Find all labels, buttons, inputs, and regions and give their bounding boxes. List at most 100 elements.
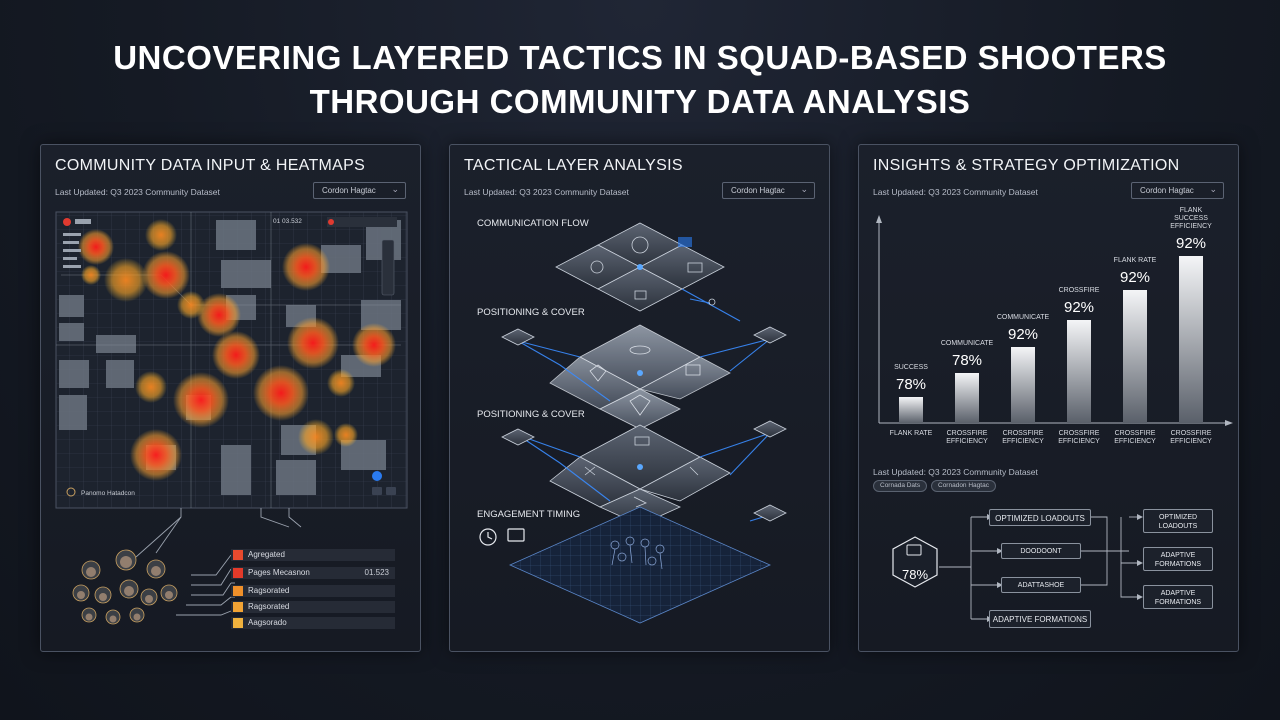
dataset-dropdown[interactable]: Cordon Hagtac ⌄ (722, 182, 815, 199)
bar (1011, 347, 1035, 423)
title-line-1: UNCOVERING LAYERED TACTICS IN SQUAD-BASE… (113, 39, 1167, 76)
node-clock-right (753, 420, 787, 438)
svg-text:EFFICIENCY: EFFICIENCY (946, 438, 988, 445)
legend-value: 01.523 (364, 568, 389, 577)
side-nodes (501, 326, 787, 522)
chevron-down-icon: ⌄ (391, 184, 399, 194)
value-label: 92% (1120, 269, 1150, 286)
output-box-formations-2[interactable]: ADAPTIVE FORMATIONS (1143, 585, 1213, 609)
last-updated: Last Updated: Q3 2023 Community Dataset (55, 187, 220, 197)
legend-item: Agregated (231, 549, 395, 561)
hex-node (892, 536, 938, 588)
legend-item: Ragsorated (231, 601, 395, 613)
bar-label: FLANK RATE (1114, 257, 1157, 264)
bar-label: SUCCESS (894, 364, 928, 371)
svg-text:CROSSFIRE: CROSSFIRE (947, 430, 988, 437)
legend-item: Aagsorado (231, 617, 395, 629)
flow-box-loadouts[interactable]: OPTIMIZED LOADOUTS (989, 509, 1091, 526)
bar (1067, 320, 1091, 423)
legend-swatch (233, 586, 243, 596)
bar-label: COMMUNICATE (997, 314, 1050, 321)
dropdown-value: Cordon Hagtac (731, 186, 785, 195)
center-value: 78% (902, 567, 928, 582)
svg-text:CROSSFIRE: CROSSFIRE (1003, 430, 1044, 437)
last-updated-2: Last Updated: Q3 2023 Community Dataset (873, 467, 1038, 477)
node-clock-left (501, 428, 535, 446)
legend-item: Ragsorated (231, 585, 395, 597)
legend-swatch (233, 618, 243, 628)
fullscreen-icon[interactable] (386, 487, 396, 495)
layer-label-communication: COMMUNICATION FLOW (477, 218, 589, 229)
bar (955, 373, 979, 423)
last-updated: Last Updated: Q3 2023 Community Dataset (873, 187, 1038, 197)
svg-text:EFFICIENCY: EFFICIENCY (1002, 438, 1044, 445)
map-zoom-slider[interactable] (381, 239, 395, 296)
svg-text:CROSSFIRE: CROSSFIRE (1059, 287, 1100, 294)
location-icon[interactable] (372, 471, 382, 481)
flow-box-formations[interactable]: ADAPTIVE FORMATIONS (989, 610, 1091, 628)
svg-text:CROSSFIRE: CROSSFIRE (1059, 430, 1100, 437)
panel-title: COMMUNITY DATA INPUT & HEATMAPS (55, 157, 366, 174)
layers-icon[interactable] (372, 487, 382, 495)
layer-label-engagement: ENGAGEMENT TIMING (477, 509, 581, 520)
svg-text:EFFICIENCY: EFFICIENCY (1170, 438, 1212, 445)
panel-title: TACTICAL LAYER ANALYSIS (464, 157, 683, 174)
flow-lines (517, 288, 771, 522)
panel-tactical-layers: TACTICAL LAYER ANALYSIS Last Updated: Q3… (449, 144, 830, 652)
bar (899, 397, 923, 423)
svg-text:COMMUNICATE: COMMUNICATE (941, 340, 994, 347)
marker-icon (63, 218, 71, 226)
tag-chip[interactable]: Cornada Dats (873, 480, 928, 492)
output-box-formations[interactable]: ADAPTIVE FORMATIONS (1143, 547, 1213, 571)
dropdown-value: Cordon Hagtac (322, 186, 376, 195)
svg-text:CROSSFIRE: CROSSFIRE (1115, 430, 1156, 437)
chat-icon (507, 528, 525, 542)
dataset-dropdown[interactable]: Cordon Hagtac ⌄ (1131, 182, 1224, 199)
layer-label-positioning: POSITIONING & COVER (477, 307, 585, 318)
value-label: 92% (1064, 299, 1094, 316)
legend-item: Pages Mecasnon 01.523 (231, 567, 395, 579)
map-header-text: 01 03.532 (273, 218, 302, 225)
layer-engagement (509, 506, 771, 624)
flow-box-adattashoe[interactable]: ADATTASHOE (1001, 577, 1081, 593)
svg-text:EFFICIENCY: EFFICIENCY (1058, 438, 1100, 445)
last-updated: Last Updated: Q3 2023 Community Dataset (464, 187, 629, 197)
squad-avatars (72, 549, 178, 625)
node-chat-right (753, 326, 787, 344)
value-label: 78% (952, 352, 982, 369)
value-label: 92% (1176, 235, 1206, 252)
panel-community-data: COMMUNITY DATA INPUT & HEATMAPS Last Upd… (40, 144, 421, 652)
output-box-loadouts[interactable]: OPTIMIZED LOADOUTS (1143, 509, 1213, 533)
svg-text:COMMUNICATE: COMMUNICATE (997, 314, 1050, 321)
heatmap: 01 03.532 Panomo Hatadcon (55, 211, 408, 625)
chevron-down-icon: ⌄ (800, 184, 808, 194)
svg-text:CROSSFIRE: CROSSFIRE (1171, 430, 1212, 437)
node-clock-bottom (753, 504, 787, 522)
bar-chart: 78% SUCCESS FLANK RATE 78% COMMUNICATE CROSSF… (876, 207, 1233, 445)
tag-chip[interactable]: Cornadon Hagtac (931, 480, 996, 492)
panel-insights: INSIGHTS & STRATEGY OPTIMIZATION Last Up… (858, 144, 1239, 652)
value-label: 92% (1008, 326, 1038, 343)
flow-box-doodoont[interactable]: DOODOONT (1001, 543, 1081, 559)
layer-stack (479, 222, 787, 624)
clock-icon (479, 528, 497, 546)
layer-positioning (549, 324, 731, 430)
layer-label-positioning-2: POSITIONING & COVER (477, 409, 585, 420)
bar (1123, 290, 1147, 423)
main-title: UNCOVERING LAYERED TACTICS IN SQUAD-BASE… (0, 36, 1280, 124)
map-footer: Panomo Hatadcon (81, 490, 135, 497)
svg-text:FLANK RATE: FLANK RATE (890, 430, 933, 437)
panel-title: INSIGHTS & STRATEGY OPTIMIZATION (873, 157, 1180, 174)
compass-icon (66, 487, 76, 497)
svg-text:SUCCESS: SUCCESS (1174, 215, 1208, 222)
dataset-dropdown[interactable]: Cordon Hagtac ⌄ (313, 182, 406, 199)
chat-icon (906, 544, 922, 556)
layer-communication (555, 222, 725, 312)
svg-text:EFFICIENCY: EFFICIENCY (1114, 438, 1156, 445)
